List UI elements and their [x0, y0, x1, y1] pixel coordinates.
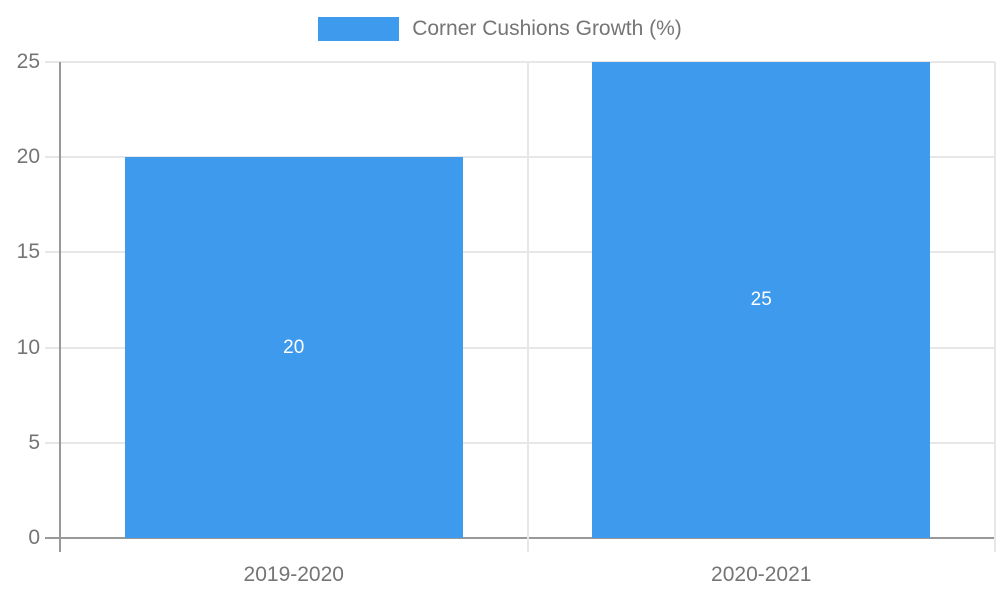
bar-value-label: 20 — [283, 336, 305, 358]
x-gridline — [994, 62, 996, 552]
y-gridline — [45, 61, 995, 63]
x-gridline — [526, 62, 529, 552]
bar-value-label: 25 — [750, 289, 772, 310]
legend-swatch — [318, 17, 400, 41]
legend-label: Corner Cushions Growth (%) — [412, 17, 682, 40]
legend[interactable]: Corner Cushions Growth (%) — [0, 17, 1000, 41]
bar[interactable] — [592, 62, 931, 538]
y-tick-label: 10 — [16, 335, 40, 359]
bar[interactable] — [124, 157, 463, 538]
y-gridline — [45, 251, 995, 254]
x-tick-label: 2020-2021 — [711, 563, 812, 586]
y-gridline — [45, 346, 995, 349]
y-tick-label: 15 — [16, 240, 40, 264]
y-gridline — [45, 156, 995, 159]
y-tick-label: 5 — [28, 430, 40, 454]
y-tick-label: 0 — [28, 526, 40, 549]
y-axis-line — [59, 62, 61, 552]
y-tick-label: 20 — [16, 145, 40, 169]
x-axis-baseline — [45, 537, 995, 539]
y-tick-label: 25 — [16, 50, 40, 73]
y-gridline — [45, 441, 995, 444]
x-tick-label: 2019-2020 — [243, 563, 344, 586]
